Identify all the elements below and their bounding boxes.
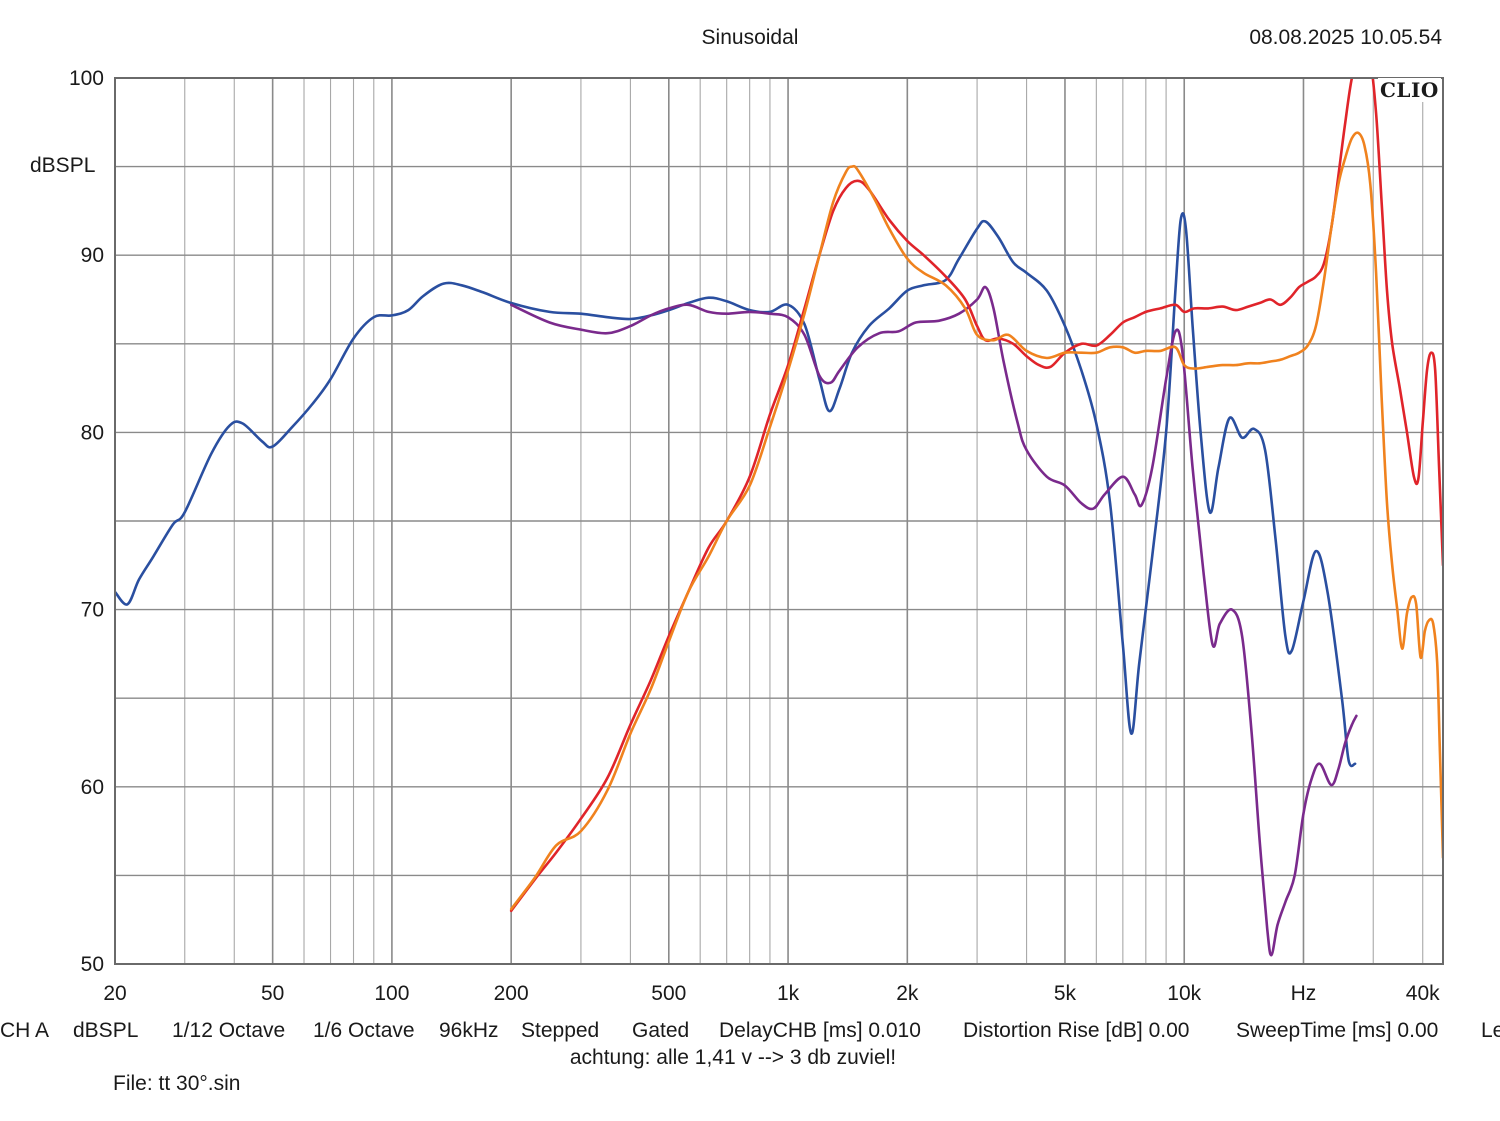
chart-title: Sinusoidal	[701, 26, 799, 49]
y-tick-label: 100	[69, 67, 104, 90]
setting-unit: dBSPL	[73, 1019, 139, 1042]
series-line-purple	[509, 285, 1358, 957]
y-tick-label: 60	[81, 776, 104, 799]
x-tick-label: 500	[651, 982, 686, 1005]
x-tick-label: 200	[494, 982, 529, 1005]
x-tick-label: 100	[374, 982, 409, 1005]
setting-delay: DelayCHB [ms] 0.010	[719, 1019, 921, 1042]
x-tick-label: 10k	[1167, 982, 1201, 1005]
clio-logo: CLIO	[1378, 78, 1441, 102]
series-line-orange	[509, 131, 1443, 911]
y-axis-label: dBSPL	[30, 154, 96, 177]
setting-sweep-time: SweepTime [ms] 0.00	[1236, 1019, 1439, 1042]
y-tick-label: 70	[81, 599, 104, 622]
file-name: File: tt 30°.sin	[113, 1072, 241, 1095]
setting-gating: Gated	[632, 1019, 690, 1042]
x-tick-label: 5k	[1054, 982, 1077, 1005]
x-tick-label: Hz	[1291, 982, 1317, 1005]
setting-sample-rate: 96kHz	[439, 1019, 499, 1042]
series-layer	[115, 78, 1443, 957]
x-tick-label: 2k	[896, 982, 919, 1005]
timestamp: 08.08.2025 10.05.54	[1249, 26, 1442, 49]
series-line-blue	[115, 212, 1357, 768]
setting-distortion: Distortion Rise [dB] 0.00	[963, 1019, 1190, 1042]
y-axis-ticks: 100 90 80 70 60 50	[69, 67, 104, 976]
x-tick-label: 50	[261, 982, 284, 1005]
measurement-note: achtung: alle 1,41 v --> 3 db zuviel!	[569, 1046, 897, 1069]
plot-frame	[114, 77, 1444, 965]
y-tick-label: 50	[81, 953, 104, 976]
y-tick-label: 80	[81, 421, 104, 444]
setting-smoothing: 1/12 Octave	[172, 1019, 286, 1042]
series-line-red	[509, 78, 1443, 913]
setting-level: Le	[1481, 1019, 1500, 1042]
x-axis-ticks: 20 50 100 200 500 1k 2k 5k 10k Hz 40k	[103, 982, 1440, 1005]
x-tick-label: 20	[103, 982, 126, 1005]
x-tick-label: 1k	[777, 982, 800, 1005]
y-tick-label: 90	[81, 244, 104, 267]
horizontal-grid	[115, 165, 1443, 877]
setting-mode: Stepped	[521, 1019, 600, 1042]
setting-channel: CH A	[0, 1019, 50, 1042]
setting-resolution: 1/6 Octave	[313, 1019, 415, 1042]
x-tick-label: 40k	[1406, 982, 1440, 1005]
